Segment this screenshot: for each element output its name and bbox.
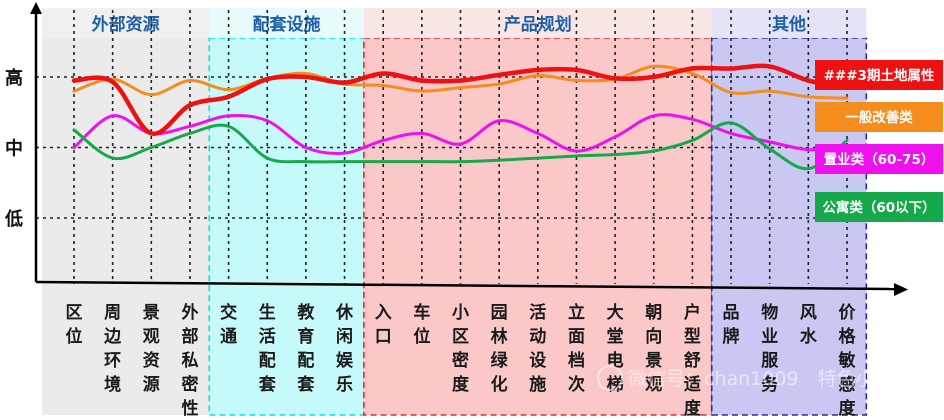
band-2 [208,37,365,416]
group-label: 配套设施 [253,14,321,35]
category-label: 区位 [66,303,83,347]
group-label: 外部资源 [92,14,160,35]
series-lines [71,63,850,171]
category-label: 教育配套 [296,302,315,395]
x-axis [35,280,896,291]
category-label: 生活配套 [258,302,277,395]
group-bands [42,8,868,416]
category-label: 交通 [220,302,237,347]
series-line-4 [72,121,849,171]
legend-label: 公寓类（60以下） [822,199,935,216]
band-4 [710,37,868,416]
group-header-4 [711,8,867,38]
category-label: 入口 [375,303,392,347]
legend-label: 一般改善类 [845,109,913,126]
series-line-1 [71,63,850,136]
category-label: 风水 [800,303,818,347]
category-label: 大堂电梯 [607,302,624,395]
category-label: 休闲娱乐 [335,302,354,395]
group-header-1 [42,8,210,38]
category-label: 价格敏感度 [838,303,857,419]
category-label: 物业服务 [761,302,779,395]
category-label: 品牌 [723,303,740,347]
legend-label: 置业类（60-75） [824,151,935,168]
legend-swatch [815,102,943,132]
watermark-text: 微信号：chan1009 特色小镇研究院 [628,368,944,390]
category-label: 周边环境 [103,303,122,395]
category-label: 园林绿化 [491,303,509,395]
series-line-2 [72,64,849,100]
category-label: 外部私密性 [181,302,198,419]
legend-swatch [815,60,943,90]
legend-label: ###3期土地属性 [824,67,935,84]
group-label: 其他 [772,14,806,35]
y-axis-arrow-icon [30,2,42,14]
group-header-2 [209,8,364,38]
legend-swatch [815,192,943,222]
y-level-labels: 高中低 [4,67,23,230]
category-label: 朝向景观 [644,302,662,395]
category-label: 立面档次 [568,302,585,395]
band-3 [363,37,713,416]
category-label: 小区密度 [452,303,470,395]
axes [30,2,908,296]
y-level-label: 高 [5,67,23,89]
watermark: 微信号：chan1009 特色小镇研究院 [597,365,944,391]
y-level-label: 中 [5,138,23,160]
x-axis-arrow-icon [894,283,908,296]
wechat-icon [597,365,623,391]
category-label: 景观资源 [142,303,160,395]
series-line-3 [72,113,849,156]
category-label: 车位 [413,302,430,347]
y-level-label: 低 [4,208,23,230]
category-label: 户型舒适度 [684,302,702,419]
legend-swatch [815,144,943,174]
category-label: 活动设施 [529,302,546,395]
